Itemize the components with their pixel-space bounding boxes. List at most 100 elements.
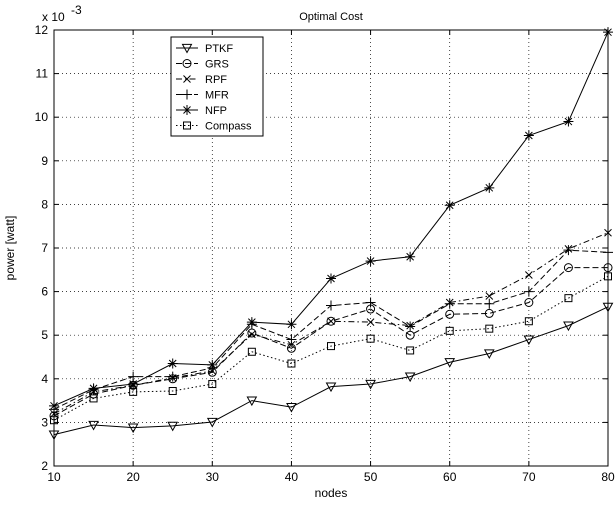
data-point-mfr — [167, 371, 178, 382]
legend-label-ptkf: PTKF — [205, 43, 233, 55]
series-line-ptkf — [53, 306, 609, 436]
data-point-ptkf — [167, 421, 179, 432]
data-point-ptkf — [365, 379, 376, 390]
y-tick-label: 12 — [35, 23, 49, 37]
data-point-ptkf — [325, 382, 337, 393]
data-point-mfr — [326, 300, 336, 311]
legend-marker-ptkf — [181, 43, 193, 54]
data-point-compass — [168, 387, 177, 396]
y-axis-multiplier: x 10 -3 — [42, 3, 82, 24]
x-tick-label: 50 — [364, 470, 378, 484]
data-point-compass — [327, 342, 335, 351]
data-point-nfp — [365, 256, 376, 267]
data-point-compass — [208, 380, 217, 389]
legend-marker-rpf — [183, 75, 191, 83]
data-point-compass — [445, 326, 454, 335]
data-point-ptkf — [206, 417, 218, 428]
x-tick-label: 40 — [285, 470, 299, 484]
data-point-compass — [129, 387, 138, 396]
legend-marker-grs — [182, 59, 192, 68]
legend-label-compass: Compass — [205, 121, 252, 133]
legend-marker-compass — [183, 121, 191, 130]
chart-title: Optimal Cost — [299, 11, 363, 23]
data-point-ptkf — [88, 420, 99, 431]
data-point-compass — [287, 359, 296, 368]
y-tick-label: 7 — [41, 241, 48, 255]
data-point-nfp — [88, 383, 99, 394]
data-point-nfp — [563, 116, 574, 127]
data-point-ptkf — [523, 335, 535, 346]
x-tick-label: 70 — [522, 470, 536, 484]
data-point-rpf — [327, 317, 335, 326]
series-markers — [48, 27, 614, 441]
data-point-mfr — [484, 298, 495, 309]
data-point-mfr — [444, 298, 455, 309]
y-tick-label: 10 — [35, 110, 49, 124]
x-tick-label: 20 — [126, 470, 140, 484]
y-tick-label: 2 — [41, 459, 48, 473]
y-tick-label: 4 — [41, 372, 48, 386]
data-point-compass — [89, 394, 98, 403]
data-point-grs — [326, 316, 336, 326]
y-tick-label: 6 — [41, 285, 48, 299]
grid — [54, 30, 608, 466]
data-point-nfp — [484, 182, 495, 193]
data-point-ptkf — [286, 403, 297, 413]
legend-label-rpf: RPF — [205, 74, 227, 86]
data-point-nfp — [444, 200, 455, 211]
data-point-ptkf — [444, 358, 456, 368]
data-point-ptkf — [483, 349, 495, 360]
data-point-nfp — [286, 319, 297, 330]
legend-marker-nfp — [182, 105, 192, 115]
data-point-mfr — [523, 286, 534, 297]
data-point-ptkf — [127, 423, 139, 434]
data-point-compass — [485, 324, 494, 333]
data-point-rpf — [366, 318, 375, 326]
data-point-nfp — [167, 358, 178, 369]
data-point-nfp — [246, 317, 257, 328]
y-tick-label: 5 — [41, 328, 48, 342]
data-point-compass — [524, 317, 533, 326]
legend-label-mfr: MFR — [205, 90, 229, 102]
data-point-grs — [563, 263, 573, 273]
data-point-nfp — [523, 130, 534, 141]
data-point-nfp — [326, 273, 336, 284]
x-axis-label: nodes — [315, 486, 348, 500]
x-tick-label: 30 — [206, 470, 220, 484]
x-tick-label: 60 — [443, 470, 457, 484]
y-tick-label: 11 — [36, 67, 49, 81]
axes: 10 20 30 40 50 60 70 80 2 3 4 5 6 7 8 9 10 11 12 — [35, 23, 615, 484]
data-point-mfr — [563, 245, 574, 256]
x-tick-label: 80 — [601, 470, 615, 484]
data-point-compass — [366, 334, 375, 343]
series-line-compass — [53, 275, 609, 421]
data-point-mfr — [405, 321, 416, 332]
data-point-grs — [484, 308, 494, 318]
data-point-ptkf — [246, 396, 258, 407]
data-point-mfr — [286, 334, 297, 345]
y-tick-label: 8 — [41, 197, 48, 211]
data-point-mfr — [365, 297, 376, 308]
data-point-nfp — [128, 379, 139, 390]
legend: PTKF GRS RPF MFR NFP Compass — [170, 36, 264, 137]
legend-label-nfp: NFP — [205, 105, 227, 117]
data-point-compass — [406, 346, 415, 355]
data-point-nfp — [207, 359, 218, 370]
data-point-ptkf — [404, 372, 416, 383]
data-point-ptkf — [563, 321, 574, 332]
data-point-grs — [445, 309, 455, 319]
legend-box — [170, 36, 264, 137]
data-point-grs — [524, 298, 534, 307]
data-point-rpf — [485, 292, 494, 300]
data-point-rpf — [525, 271, 533, 279]
legend-label-grs: GRS — [205, 59, 229, 71]
data-point-compass — [564, 294, 573, 303]
y-axis-label: power [watt] — [3, 216, 17, 281]
data-point-nfp — [405, 251, 416, 262]
legend-marker-mfr — [182, 89, 192, 100]
y-multiplier-base: x 10 — [42, 10, 65, 24]
data-point-rpf — [248, 330, 256, 339]
